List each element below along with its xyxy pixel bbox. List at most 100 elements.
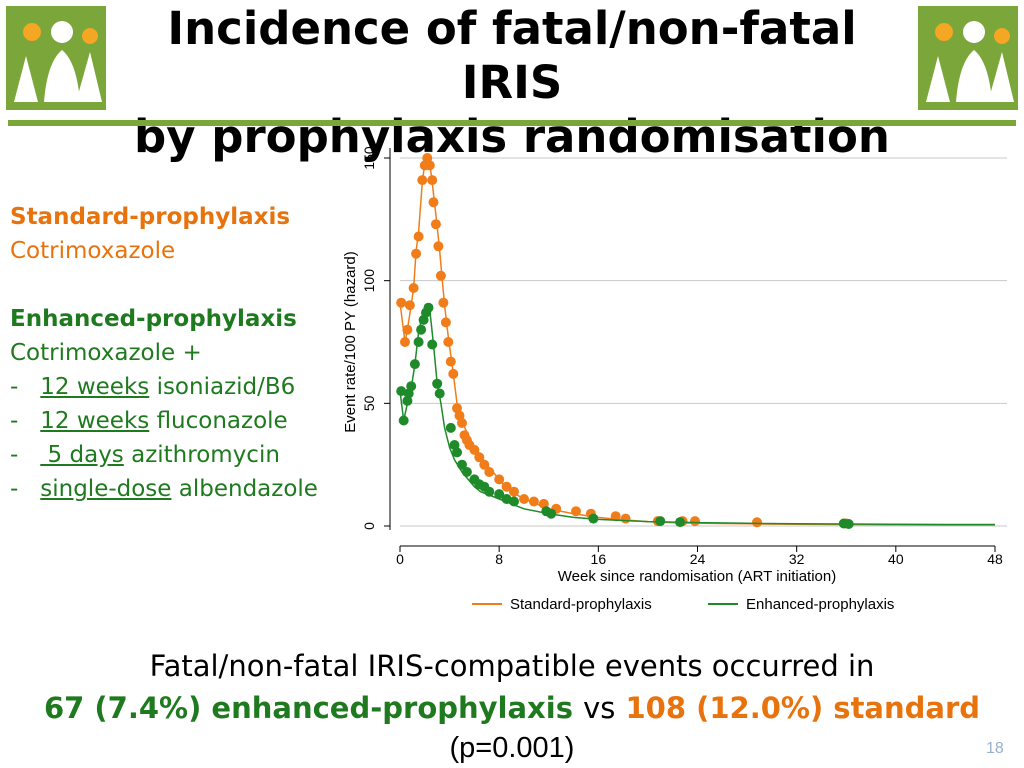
item-drug: fluconazole bbox=[156, 408, 288, 434]
data-point-standard bbox=[459, 430, 470, 441]
enhanced-item-4: - single-dose albendazole bbox=[10, 472, 318, 506]
data-point-enhanced bbox=[501, 494, 512, 504]
data-point-standard bbox=[427, 175, 438, 186]
item-duration: single-dose bbox=[40, 476, 172, 502]
data-point-standard bbox=[677, 516, 688, 527]
item-drug: azithromycin bbox=[131, 442, 280, 468]
legend-label-enhanced: Enhanced-prophylaxis bbox=[746, 596, 894, 613]
summary-line-2: 67 (7.4%) enhanced-prophylaxis vs 108 (1… bbox=[0, 688, 1024, 728]
data-point-standard bbox=[519, 494, 529, 504]
data-point-standard bbox=[435, 270, 446, 281]
title-divider bbox=[8, 120, 1016, 126]
slide-title-line-2: by prophylaxis randomisation bbox=[134, 110, 890, 163]
data-point-standard bbox=[433, 241, 444, 252]
data-point-standard bbox=[571, 506, 581, 517]
x-axis-label: Week since randomisation (ART initiation… bbox=[558, 568, 836, 585]
data-point-enhanced bbox=[546, 508, 557, 519]
data-point-enhanced bbox=[588, 513, 599, 524]
data-point-enhanced bbox=[406, 381, 417, 392]
standard-arm-drug: Cotrimoxazole bbox=[10, 238, 176, 264]
data-point-standard bbox=[417, 175, 428, 186]
data-point-enhanced bbox=[396, 386, 407, 397]
x-tick-label: 40 bbox=[888, 551, 904, 567]
data-point-enhanced bbox=[403, 388, 414, 399]
data-point-enhanced bbox=[449, 440, 460, 450]
data-point-standard bbox=[443, 337, 454, 347]
data-point-standard bbox=[404, 300, 415, 311]
data-point-standard bbox=[479, 459, 490, 470]
data-point-standard bbox=[841, 518, 852, 529]
organisation-logo-left bbox=[6, 6, 106, 110]
data-point-enhanced bbox=[432, 378, 443, 389]
data-point-standard bbox=[452, 403, 462, 414]
slide-title-line-1: Incidence of fatal/non-fatal IRIS bbox=[167, 2, 857, 109]
data-point-standard bbox=[652, 516, 663, 527]
data-point-enhanced bbox=[479, 481, 490, 492]
x-tick-label: 0 bbox=[396, 551, 404, 567]
data-point-standard bbox=[448, 368, 459, 379]
data-point-enhanced bbox=[413, 337, 424, 347]
legend-label-standard: Standard-prophylaxis bbox=[510, 596, 652, 613]
item-drug: isoniazid/B6 bbox=[156, 374, 296, 400]
data-point-standard bbox=[402, 324, 413, 335]
data-point-enhanced bbox=[423, 302, 434, 313]
item-drug: albendazole bbox=[178, 476, 318, 502]
data-point-standard bbox=[440, 317, 451, 328]
data-point-enhanced bbox=[843, 519, 854, 529]
data-point-standard bbox=[457, 418, 467, 428]
x-tick-label: 24 bbox=[690, 551, 706, 567]
y-axis-label: Event rate/100 PY (hazard) bbox=[342, 251, 359, 433]
x-tick-label: 32 bbox=[789, 551, 805, 567]
summary-line-1: Fatal/non-fatal IRIS-compatible events o… bbox=[149, 649, 875, 683]
data-point-enhanced bbox=[675, 517, 686, 528]
series-line-standard bbox=[399, 156, 995, 526]
data-point-enhanced bbox=[541, 506, 552, 517]
data-point-standard bbox=[494, 474, 505, 485]
data-point-enhanced bbox=[416, 324, 427, 335]
item-dash: - bbox=[10, 408, 19, 434]
data-point-standard bbox=[445, 356, 456, 367]
data-point-standard bbox=[474, 452, 485, 463]
data-point-enhanced bbox=[402, 395, 413, 406]
y-tick-label: 50 bbox=[361, 395, 377, 411]
data-point-standard bbox=[469, 444, 480, 455]
data-point-standard bbox=[610, 511, 621, 522]
data-point-enhanced bbox=[427, 339, 438, 350]
series-line-enhanced bbox=[399, 306, 995, 526]
data-point-standard bbox=[484, 467, 495, 477]
data-point-enhanced bbox=[461, 467, 472, 477]
data-point-standard bbox=[454, 410, 465, 421]
enhanced-arm-heading: Enhanced-prophylaxis bbox=[10, 306, 297, 332]
data-point-standard bbox=[438, 297, 449, 308]
data-point-enhanced bbox=[509, 496, 519, 507]
data-point-standard bbox=[752, 517, 762, 528]
data-point-standard bbox=[464, 440, 475, 450]
data-point-standard bbox=[396, 297, 407, 308]
standard-count: 108 (12.0%) standard bbox=[625, 691, 981, 725]
data-point-enhanced bbox=[452, 447, 462, 458]
item-dash: - bbox=[10, 476, 19, 502]
data-point-standard bbox=[538, 498, 549, 509]
enhanced-item-3: - 5 days azithromycin bbox=[10, 438, 318, 472]
item-duration: 12 weeks bbox=[40, 408, 150, 434]
data-point-enhanced bbox=[484, 486, 495, 497]
item-dash: - bbox=[10, 374, 19, 400]
item-duration: 5 days bbox=[40, 442, 124, 468]
y-tick-label: 100 bbox=[361, 269, 377, 293]
data-point-enhanced bbox=[434, 388, 445, 399]
data-point-enhanced bbox=[474, 479, 485, 490]
data-point-enhanced bbox=[838, 518, 849, 529]
enhanced-count: 67 (7.4%) enhanced-prophylaxis bbox=[43, 691, 573, 725]
data-point-enhanced bbox=[418, 314, 429, 325]
data-point-enhanced bbox=[409, 359, 420, 370]
x-tick-label: 48 bbox=[987, 551, 1003, 567]
data-point-standard bbox=[509, 486, 519, 497]
data-point-standard bbox=[620, 513, 631, 524]
data-point-standard bbox=[501, 481, 512, 492]
enhanced-item-1: - 12 weeks isoniazid/B6 bbox=[10, 370, 318, 404]
data-point-enhanced bbox=[421, 307, 431, 318]
standard-arm-heading: Standard-prophylaxis bbox=[10, 204, 291, 230]
data-point-enhanced bbox=[494, 489, 505, 500]
data-point-standard bbox=[408, 283, 419, 293]
data-point-standard bbox=[428, 197, 439, 208]
